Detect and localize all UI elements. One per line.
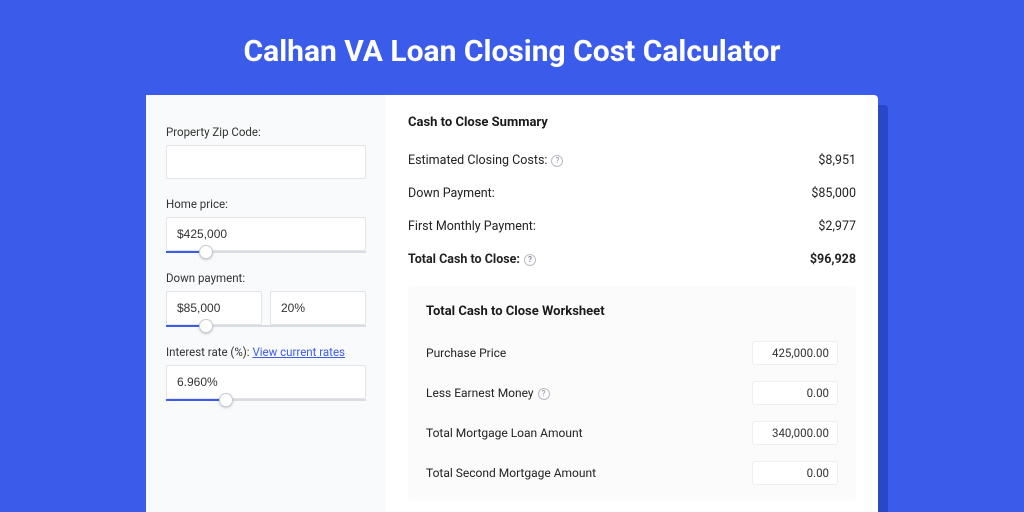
interest-rate-slider-thumb[interactable] [219, 393, 233, 407]
summary-row-label: Down Payment: [408, 186, 495, 201]
summary-row-label: Estimated Closing Costs:? [408, 153, 563, 168]
view-rates-link[interactable]: View current rates [252, 345, 345, 359]
summary-row-label: First Monthly Payment: [408, 219, 536, 234]
summary-title: Cash to Close Summary [408, 115, 856, 130]
interest-rate-field-group: Interest rate (%): View current rates [166, 345, 366, 401]
worksheet-row-value[interactable]: 0.00 [752, 381, 838, 405]
help-icon[interactable]: ? [524, 254, 536, 266]
worksheet-row-label: Total Second Mortgage Amount [426, 466, 596, 480]
home-price-slider-thumb[interactable] [199, 245, 213, 259]
zip-input[interactable] [166, 145, 366, 179]
home-price-label: Home price: [166, 197, 366, 211]
summary-row: First Monthly Payment: $2,977 [408, 210, 856, 243]
summary-row: Estimated Closing Costs:? $8,951 [408, 144, 856, 177]
summary-rows: Estimated Closing Costs:? $8,951 Down Paym… [408, 144, 856, 276]
summary-row: Total Cash to Close:? $96,928 [408, 243, 856, 276]
summary-row: Down Payment: $85,000 [408, 177, 856, 210]
interest-rate-slider[interactable] [166, 399, 366, 401]
page-title: Calhan VA Loan Closing Cost Calculator [0, 0, 1024, 95]
interest-rate-input[interactable] [166, 365, 366, 399]
interest-rate-slider-fill [166, 399, 226, 401]
calculator-card-wrap: Property Zip Code: Home price: Down paym… [146, 95, 878, 512]
calculator-card: Property Zip Code: Home price: Down paym… [146, 95, 878, 512]
zip-label: Property Zip Code: [166, 125, 366, 139]
summary-row-label: Total Cash to Close:? [408, 252, 536, 267]
worksheet-row-label: Less Earnest Money? [426, 386, 550, 400]
down-payment-pct-input[interactable] [270, 291, 366, 325]
home-price-field-group: Home price: [166, 197, 366, 253]
worksheet-title: Total Cash to Close Worksheet [426, 304, 838, 319]
worksheet-row: Total Mortgage Loan Amount 340,000.00 [426, 413, 838, 453]
interest-rate-label-text: Interest rate (%): [166, 345, 250, 359]
help-icon[interactable]: ? [551, 155, 563, 167]
summary-row-value: $96,928 [810, 252, 856, 267]
worksheet-row-value[interactable]: 425,000.00 [752, 341, 838, 365]
results-panel: Cash to Close Summary Estimated Closing … [386, 95, 878, 512]
worksheet-row: Less Earnest Money? 0.00 [426, 373, 838, 413]
interest-rate-label: Interest rate (%): View current rates [166, 345, 366, 359]
down-payment-slider[interactable] [166, 325, 366, 327]
worksheet-row-label: Total Mortgage Loan Amount [426, 426, 583, 440]
worksheet-rows: Purchase Price 425,000.00 Less Earnest Mon… [426, 333, 838, 493]
worksheet-row-label: Purchase Price [426, 346, 506, 360]
summary-row-value: $85,000 [811, 186, 856, 201]
down-payment-field-group: Down payment: [166, 271, 366, 327]
down-payment-label: Down payment: [166, 271, 366, 285]
worksheet-row: Purchase Price 425,000.00 [426, 333, 838, 373]
summary-row-value: $2,977 [818, 219, 856, 234]
help-icon[interactable]: ? [538, 388, 550, 400]
summary-row-value: $8,951 [818, 153, 856, 168]
worksheet-row-value[interactable]: 340,000.00 [752, 421, 838, 445]
worksheet-row: Total Second Mortgage Amount 0.00 [426, 453, 838, 493]
down-payment-slider-thumb[interactable] [199, 319, 213, 333]
inputs-panel: Property Zip Code: Home price: Down paym… [146, 95, 386, 512]
down-payment-input[interactable] [166, 291, 262, 325]
worksheet-row-value[interactable]: 0.00 [752, 461, 838, 485]
home-price-slider[interactable] [166, 251, 366, 253]
home-price-input[interactable] [166, 217, 366, 251]
worksheet-section: Total Cash to Close Worksheet Purchase P… [408, 286, 856, 501]
zip-field-group: Property Zip Code: [166, 125, 366, 179]
